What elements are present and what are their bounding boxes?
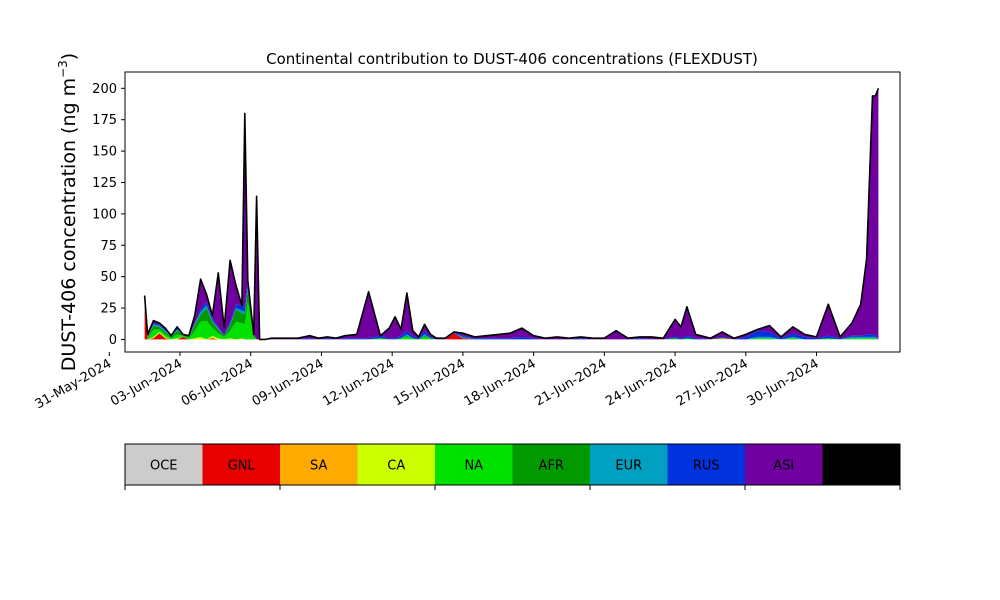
legend-swatch-na (435, 444, 513, 485)
x-tick-label: 09-Jun-2024 (250, 356, 327, 409)
x-tick-label: 27-Jun-2024 (674, 356, 751, 409)
x-tick-label: 06-Jun-2024 (179, 356, 256, 409)
legend-swatch-gnl (202, 444, 281, 485)
legend-label: NA (464, 459, 483, 474)
x-tick-label: 24-Jun-2024 (603, 356, 680, 409)
y-tick-label: 200 (92, 82, 117, 97)
x-axis: 31-May-202403-Jun-202406-Jun-202409-Jun-… (33, 352, 822, 412)
legend-label: RUS (693, 459, 720, 474)
legend-label: GNL (228, 459, 256, 474)
legend-label: ASI (773, 459, 794, 474)
area-asi (144, 88, 879, 340)
legend-label: AFR (539, 459, 564, 474)
legend-label: EUR (615, 459, 642, 474)
area-na (144, 301, 879, 340)
y-tick-label: 25 (100, 302, 117, 317)
legend-swatch-oce (125, 444, 203, 485)
y-axis-label: DUST-406 concentration (ng m−3) (56, 53, 80, 371)
legend-label: CA (387, 459, 405, 474)
legend-swatch-asi (745, 444, 823, 485)
y-tick-label: 125 (92, 176, 117, 191)
plot-frame (124, 71, 901, 353)
legend-swatch-sa (280, 444, 358, 485)
legend-label: SA (310, 459, 327, 474)
colorbar-legend: OCE GNL SA CA NA AFR EUR RUS ASI AUS (124, 443, 901, 490)
total-concentration-line (143, 88, 880, 341)
legend-swatch-eur (590, 444, 668, 485)
area-series-group (144, 88, 879, 340)
y-tick-label: 150 (92, 145, 117, 160)
y-axis-label-superscript: −3 (56, 60, 70, 78)
legend-swatch-aus (822, 444, 901, 485)
x-tick-label: 03-Jun-2024 (108, 356, 185, 409)
y-tick-label: 100 (92, 207, 117, 222)
y-tick-label: 175 (92, 113, 117, 128)
y-tick-label: 50 (100, 270, 117, 285)
colorbar-frame (124, 443, 901, 486)
y-axis-label-close: ) (58, 53, 80, 60)
x-tick-label: 30-Jun-2024 (745, 356, 822, 409)
chart-title: Continental contribution to DUST-406 con… (266, 50, 758, 68)
x-tick-label: 15-Jun-2024 (391, 356, 468, 409)
x-tick-label: 21-Jun-2024 (533, 356, 610, 409)
legend-label: OCE (150, 459, 178, 474)
y-tick-label: 0 (109, 333, 117, 348)
y-axis-label-main: DUST-406 concentration (ng m (58, 78, 80, 371)
y-tick-label: 75 (100, 239, 117, 254)
legend-swatch-afr (512, 444, 591, 485)
x-tick-label: 18-Jun-2024 (462, 356, 539, 409)
legend-swatch-ca (357, 444, 436, 485)
legend-label: AUS (848, 459, 875, 474)
x-tick-label: 12-Jun-2024 (320, 356, 397, 409)
total-line-group (143, 88, 880, 341)
y-axis: 0 25 50 75 100 125 150 175 200 (92, 82, 125, 348)
legend-swatch-rus (667, 444, 746, 485)
